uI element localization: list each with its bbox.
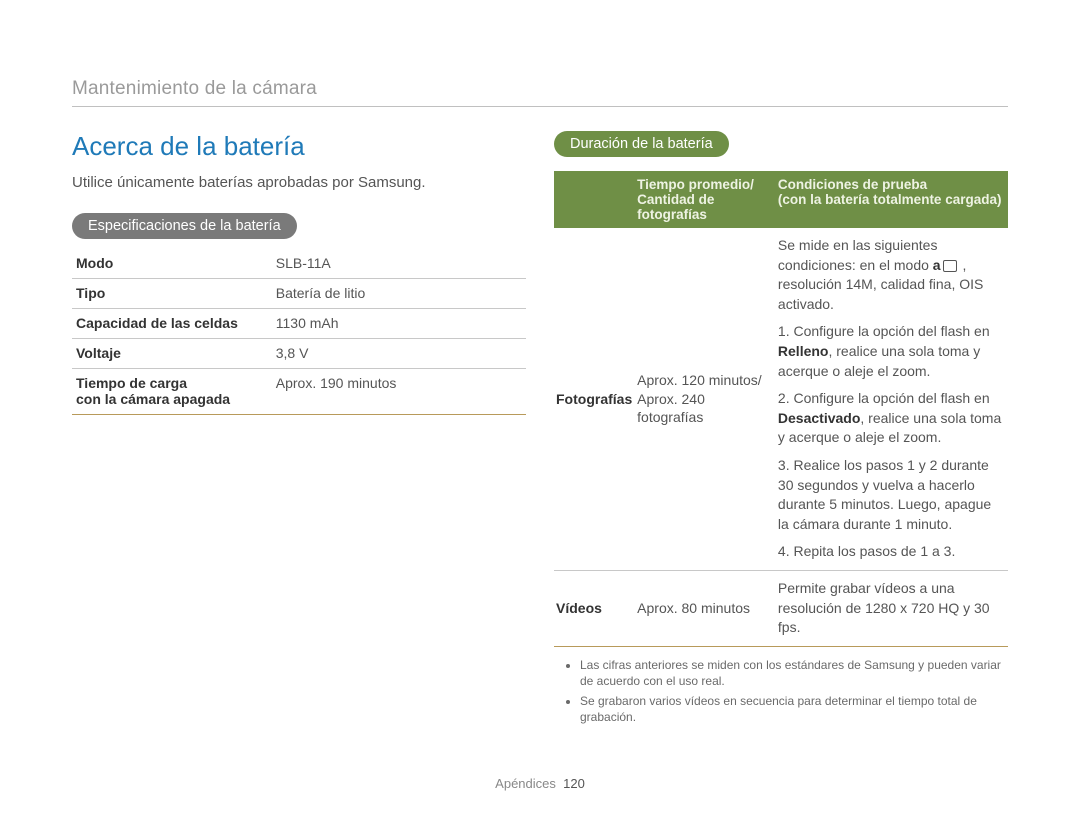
- spec-label: Capacidad de las celdas: [72, 309, 272, 339]
- spec-table: Modo SLB-11A Tipo Batería de litio Capac…: [72, 249, 526, 415]
- row-time: Aprox. 80 minutos: [631, 571, 772, 646]
- footnote-item: Se grabaron varios vídeos en secuencia p…: [580, 693, 1008, 725]
- spec-label: Tiempo de carga con la cámara apagada: [72, 369, 272, 415]
- spec-pill: Especificaciones de la batería: [72, 213, 297, 239]
- row-conditions: Se mide en las siguientes condiciones: e…: [772, 228, 1008, 570]
- duration-pill: Duración de la batería: [554, 131, 729, 157]
- row-time: Aprox. 120 minutos/ Aprox. 240 fotografí…: [631, 228, 772, 570]
- table-row: Modo SLB-11A: [72, 249, 526, 279]
- right-column: Duración de la batería Tiempo promedio/ …: [554, 131, 1008, 729]
- page-number: 120: [563, 776, 585, 791]
- spec-label: Voltaje: [72, 339, 272, 369]
- header-col-time: Tiempo promedio/ Cantidad de fotografías: [631, 171, 772, 228]
- duration-row-photos: Fotografías Aprox. 120 minutos/ Aprox. 2…: [554, 228, 1008, 571]
- spec-label: Tipo: [72, 279, 272, 309]
- row-conditions: Permite grabar vídeos a una resolución d…: [772, 571, 1008, 646]
- spec-value: Aprox. 190 minutos: [272, 369, 526, 415]
- table-row: Capacidad de las celdas 1130 mAh: [72, 309, 526, 339]
- duration-header: Tiempo promedio/ Cantidad de fotografías…: [554, 171, 1008, 228]
- duration-table: Tiempo promedio/ Cantidad de fotografías…: [554, 171, 1008, 647]
- spec-value: 3,8 V: [272, 339, 526, 369]
- breadcrumb: Mantenimiento de la cámara: [72, 78, 1008, 107]
- mode-icon: [943, 260, 957, 272]
- left-column: Acerca de la batería Utilice únicamente …: [72, 131, 526, 729]
- section-title: Acerca de la batería: [72, 131, 526, 162]
- footnotes: Las cifras anteriores se miden con los e…: [554, 657, 1008, 726]
- table-row: Tiempo de carga con la cámara apagada Ap…: [72, 369, 526, 415]
- table-row: Tipo Batería de litio: [72, 279, 526, 309]
- footnote-item: Las cifras anteriores se miden con los e…: [580, 657, 1008, 689]
- header-col-conditions: Condiciones de prueba (con la batería to…: [772, 171, 1008, 228]
- spec-label: Modo: [72, 249, 272, 279]
- spec-value: SLB-11A: [272, 249, 526, 279]
- spec-value: Batería de litio: [272, 279, 526, 309]
- row-label: Vídeos: [554, 571, 631, 646]
- footer-section: Apéndices: [495, 776, 556, 791]
- spec-value: 1130 mAh: [272, 309, 526, 339]
- intro-text: Utilice únicamente baterías aprobadas po…: [72, 174, 526, 191]
- page-footer: Apéndices 120: [0, 776, 1080, 791]
- duration-row-videos: Vídeos Aprox. 80 minutos Permite grabar …: [554, 571, 1008, 647]
- table-row: Voltaje 3,8 V: [72, 339, 526, 369]
- row-label: Fotografías: [554, 228, 631, 570]
